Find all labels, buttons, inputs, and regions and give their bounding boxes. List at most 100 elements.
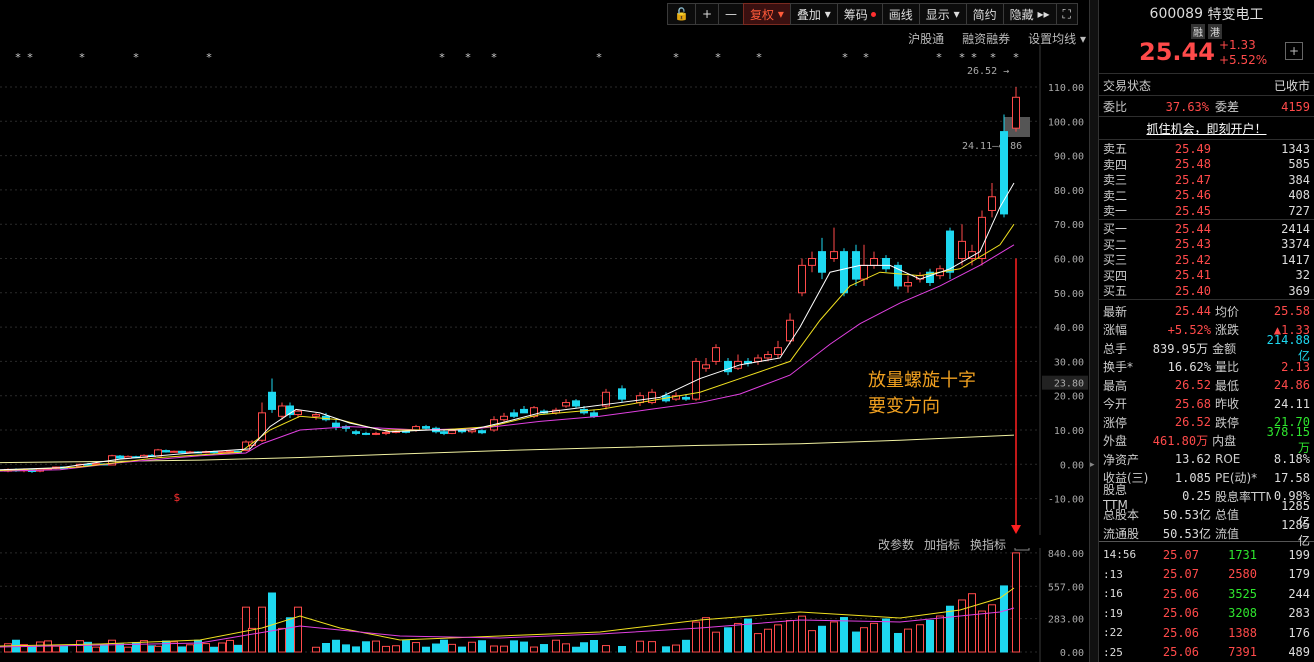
- volume-chart[interactable]: 840.00 557.00 283.00 0.00: [0, 548, 1088, 662]
- stat-value: 2.13: [1281, 359, 1310, 374]
- candle-body: [170, 450, 178, 453]
- volume-bar: [682, 639, 690, 653]
- chips-button[interactable]: 筹码: [836, 3, 883, 25]
- volume-bar: [402, 640, 410, 653]
- volume-bar: [312, 646, 320, 653]
- ask-label: 卖二: [1103, 188, 1128, 203]
- bid-label: 买一: [1103, 222, 1128, 236]
- tick-volume: 3208: [1228, 606, 1257, 620]
- volume-bar: [618, 646, 626, 653]
- volume-bar: [894, 632, 902, 653]
- tick-price: 25.06: [1162, 586, 1199, 601]
- volume-bar: [882, 618, 890, 653]
- hugutong-link[interactable]: 沪股通: [908, 32, 945, 46]
- add-watchlist-icon[interactable]: +: [1285, 42, 1303, 60]
- price-axis-label: 0.00: [1060, 460, 1084, 471]
- candlestick-chart[interactable]: 110.00 100.00 90.00 80.00 70.00 60.00 50.00 40.…: [0, 45, 1088, 535]
- event-marker-icon: *: [439, 51, 445, 64]
- candle-body: [372, 432, 380, 435]
- volume-bar: [440, 639, 448, 653]
- event-marker-icon: *: [15, 51, 21, 64]
- fullscreen-icon[interactable]: ⛶: [1055, 3, 1078, 25]
- prev-label: 24.11—4.86: [962, 141, 1022, 152]
- candle-body: [458, 428, 466, 433]
- ma20-line: [0, 244, 1015, 472]
- volume-bar: [332, 639, 340, 653]
- volume-bar: [662, 646, 670, 653]
- stat-label: ROE: [1215, 452, 1241, 466]
- volume-axis-label: 0.00: [1060, 648, 1084, 659]
- overlay-button[interactable]: 叠加 ▾: [789, 3, 838, 25]
- volume-bar: [870, 622, 878, 653]
- candle-body: [712, 347, 720, 362]
- event-marker-icon: *: [863, 51, 869, 64]
- trade-status-value: 已收市: [1273, 79, 1310, 93]
- volume-bar: [636, 640, 644, 653]
- arrow-head-icon: [1011, 525, 1021, 534]
- bid-row: 买五 25.40 369: [1103, 283, 1310, 299]
- stat-value: 1.085: [1174, 470, 1211, 485]
- volume-bar: [234, 644, 242, 653]
- tick-count: 176: [1288, 625, 1310, 640]
- zoom-out-button[interactable]: —: [718, 3, 745, 25]
- zoom-in-button[interactable]: +: [694, 3, 720, 25]
- hide-button[interactable]: 隐藏 ▸▸: [1002, 3, 1057, 25]
- event-marker-icon: *: [465, 51, 471, 64]
- stock-name: 特变电工: [1207, 6, 1264, 23]
- switch-indicator-button[interactable]: 换指标: [970, 538, 1007, 552]
- volume-bar: [268, 592, 276, 653]
- stat-label: 总手: [1103, 341, 1128, 356]
- panel-toggle-handle[interactable]: ▸: [1089, 0, 1098, 662]
- volume-bar: [186, 644, 194, 653]
- volume-bar: [422, 646, 430, 653]
- ask-price: 25.47: [1174, 172, 1211, 187]
- draw-line-button[interactable]: 画线: [881, 3, 920, 25]
- candle-body: [648, 391, 656, 404]
- annotation-text: 放量螺旋十字 要变方向: [868, 368, 976, 420]
- stat-label: 涨幅: [1103, 323, 1128, 337]
- candle-body: [278, 405, 286, 417]
- tick-time: :13: [1103, 567, 1123, 581]
- edit-params-button[interactable]: 改参数: [878, 538, 915, 552]
- bid-row: 买三 25.42 1417: [1103, 252, 1310, 268]
- volume-bar: [412, 642, 420, 653]
- stat-value: 25.68: [1174, 396, 1211, 411]
- tick-volume: 3525: [1228, 586, 1257, 601]
- price-axis-label: 40.00: [1054, 323, 1084, 334]
- add-indicator-button[interactable]: 加指标: [924, 538, 961, 552]
- bid-price: 25.43: [1174, 237, 1211, 251]
- stat-value: 24.11: [1273, 396, 1310, 411]
- tick-row: :19 25.06 3208 283: [1103, 604, 1310, 623]
- bid-volume: 2414: [1281, 221, 1310, 236]
- volume-bar: [154, 645, 162, 653]
- tick-volume: 2580: [1228, 567, 1257, 581]
- stats-row: 涨幅 +5.52% 涨跌 ▲1.33: [1103, 321, 1310, 339]
- volume-bar: [786, 619, 794, 653]
- candle-body: [968, 251, 976, 259]
- ask-price: 25.45: [1174, 203, 1211, 218]
- ma-settings-link[interactable]: 设置均线 ▾: [1028, 32, 1086, 46]
- lock-icon[interactable]: 🔓: [667, 3, 696, 25]
- open-account-link[interactable]: 抓住机会，即刻开户！: [1146, 122, 1267, 136]
- simple-button[interactable]: 简约: [965, 3, 1004, 25]
- fuquan-button[interactable]: 复权 ▾: [743, 3, 791, 25]
- candle-body: [840, 251, 848, 294]
- price-axis-label: 100.00: [1048, 117, 1084, 128]
- ask-volume: 408: [1288, 188, 1310, 202]
- volume-bar: [52, 645, 60, 653]
- margin-trading-link[interactable]: 融资融券: [962, 32, 1011, 46]
- volume-bar: [1000, 585, 1008, 653]
- volume-bar: [808, 630, 816, 653]
- display-button[interactable]: 显示 ▾: [918, 3, 967, 25]
- price-axis-label: 50.00: [1054, 289, 1084, 300]
- volume-bar: [226, 639, 234, 653]
- weibi-value: 37.63%: [1165, 99, 1209, 114]
- bid-label: 买五: [1103, 284, 1128, 298]
- current-price: 25.44: [1139, 38, 1215, 66]
- price-axis-label: 60.00: [1054, 255, 1084, 266]
- candle-body: [352, 431, 360, 434]
- bid-volume: 369: [1288, 283, 1310, 298]
- hk-connect-tag: 港: [1208, 24, 1222, 39]
- candle-body: [894, 264, 902, 287]
- bid-row: 买二 25.43 3374: [1103, 237, 1310, 252]
